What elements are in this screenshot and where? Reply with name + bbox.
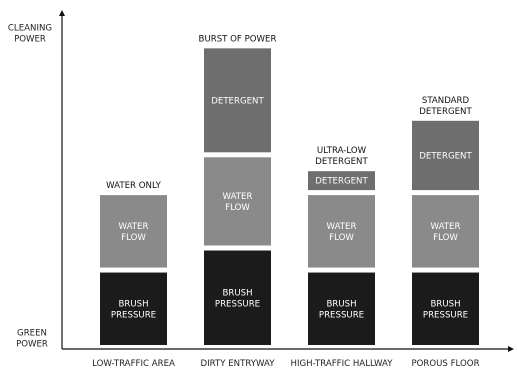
bar-segment [204, 250, 271, 345]
bar-segment [308, 195, 375, 268]
y-axis-bottom-label: GREEN POWER [16, 329, 48, 350]
segment-label: DETERGENT [211, 96, 264, 106]
segment-label: DETERGENT [315, 177, 368, 187]
segment-label-line: BRUSH [326, 299, 356, 309]
y-axis-top-label: CLEANING POWER [8, 24, 52, 45]
segment-label: DETERGENT [419, 151, 472, 161]
bar-header-label: WATER ONLY [106, 181, 161, 191]
segment-label-line: FLOW [225, 203, 250, 213]
segment-label-line: BRUSH [430, 299, 460, 309]
bar-header-label-line: STANDARD [422, 96, 470, 106]
segment-label-line: WATER [327, 222, 357, 232]
y-axis-top-label-line: POWER [14, 35, 46, 45]
segment-label: BRUSH PRESSURE [215, 288, 260, 309]
chart-axes [59, 10, 514, 352]
bar-segment [308, 272, 375, 345]
y-axis-bottom-label-line: GREEN [17, 329, 47, 339]
bar-header-label-line: DETERGENT [315, 157, 368, 167]
bar-header-label-line: WATER ONLY [106, 181, 161, 191]
y-axis-top-label-line: CLEANING [8, 24, 52, 34]
bar-segment [412, 120, 479, 191]
segment-label-line: DETERGENT [315, 177, 368, 187]
bar-segment [412, 195, 479, 268]
bar-header-label-line: ULTRA-LOW [317, 146, 367, 156]
x-axis-arrow-icon [508, 346, 514, 352]
segment-label-line: FLOW [329, 233, 354, 243]
bar-header-label: BURST OF POWER [199, 34, 277, 44]
bar-segment [204, 157, 271, 246]
segment-label: BRUSH PRESSURE [111, 299, 156, 320]
x-tick-label: LOW-TRAFFIC AREA [92, 359, 175, 369]
bar-header-label-line: BURST OF POWER [199, 34, 277, 44]
segment-label-line: PRESSURE [111, 310, 156, 320]
segment-label-line: PRESSURE [319, 310, 364, 320]
y-axis-arrow-icon [59, 10, 65, 16]
segment-label-line: WATER [223, 192, 253, 202]
bar-header-label: STANDARD DETERGENT [419, 96, 472, 117]
bar-header-label-line: DETERGENT [419, 107, 472, 117]
bar-header-label: ULTRA-LOW DETERGENT [315, 146, 368, 167]
bar-segment [100, 195, 167, 268]
y-axis-bottom-label-line: POWER [16, 340, 48, 350]
segment-label-line: DETERGENT [211, 96, 264, 106]
bar-segment [308, 171, 375, 191]
segment-label-line: BRUSH [118, 299, 148, 309]
bar-segment [100, 272, 167, 345]
segment-label-line: FLOW [121, 233, 146, 243]
segment-label-line: WATER [119, 222, 149, 232]
x-tick-label: DIRTY ENTRYWAY [201, 359, 276, 369]
segment-label-line: PRESSURE [215, 299, 260, 309]
segment-label-line: PRESSURE [423, 310, 468, 320]
bar-segment [412, 272, 479, 345]
chart-bars [100, 48, 479, 345]
bar-segment [204, 48, 271, 153]
x-tick-label: HIGH-TRAFFIC HALLWAY [291, 359, 394, 369]
segment-label-line: DETERGENT [419, 151, 472, 161]
segment-label-line: FLOW [433, 233, 458, 243]
segment-label: WATER FLOW [431, 222, 461, 243]
segment-label: WATER FLOW [223, 192, 253, 213]
segment-label: BRUSH PRESSURE [319, 299, 364, 320]
x-tick-label: POROUS FLOOR [411, 359, 479, 369]
segment-label: BRUSH PRESSURE [423, 299, 468, 320]
segment-label: WATER FLOW [327, 222, 357, 243]
segment-label: WATER FLOW [119, 222, 149, 243]
segment-label-line: WATER [431, 222, 461, 232]
segment-label-line: BRUSH [222, 288, 252, 298]
